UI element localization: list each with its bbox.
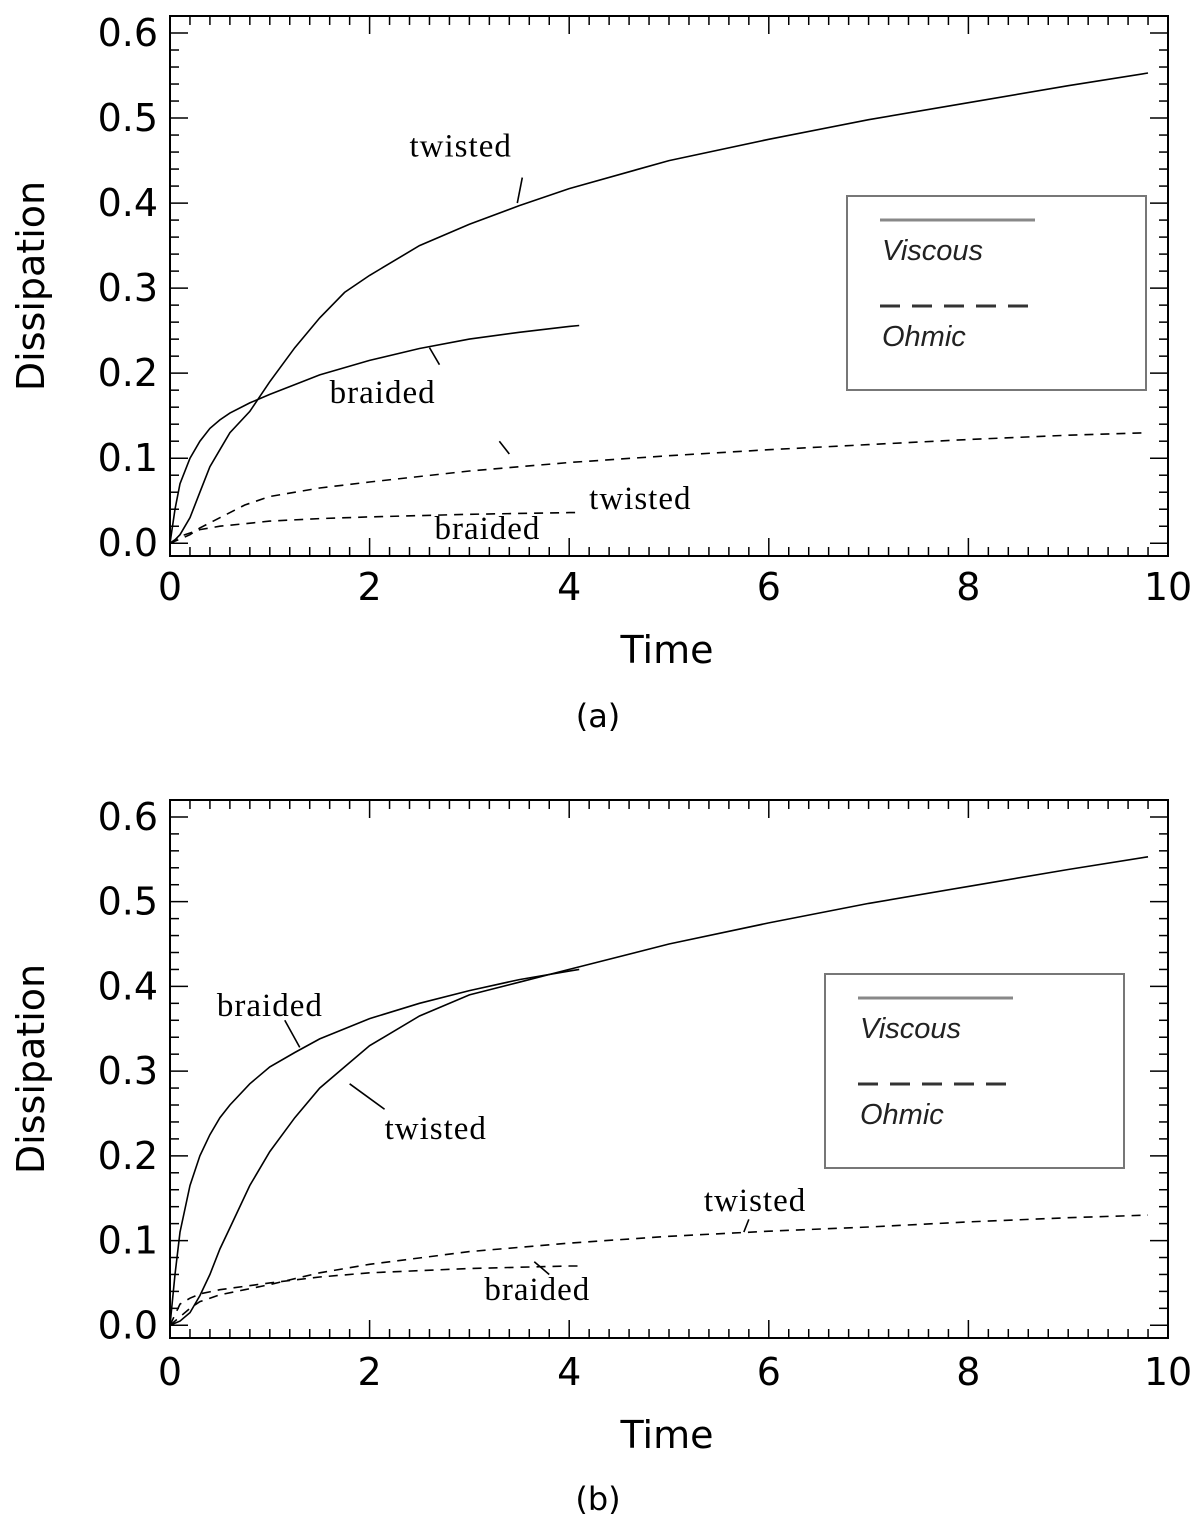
panel-caption: (a) (576, 697, 621, 735)
y-tick-label: 0.3 (98, 266, 158, 310)
x-axis-label: Time (620, 1413, 714, 1457)
series-line-dashed (170, 1265, 580, 1326)
curve-annotation: braided (330, 375, 436, 411)
x-tick-label: 8 (956, 565, 980, 609)
series-line-solid (170, 72, 1149, 544)
curve-annotation: twisted (704, 1183, 806, 1219)
annotation-leader-line (498, 440, 510, 455)
series-line-solid (170, 324, 580, 544)
annotation-leader-line (516, 177, 524, 204)
curve-annotation: twisted (410, 128, 512, 164)
y-tick-label: 0.0 (98, 1303, 158, 1347)
curve-annotation: braided (434, 511, 540, 547)
x-tick-label: 2 (358, 565, 382, 609)
annotation-leader-line (284, 1019, 301, 1048)
series-line-dashed (170, 511, 580, 544)
x-tick-label: 2 (358, 1350, 382, 1394)
y-tick-label: 0.5 (98, 96, 158, 140)
series-line-solid (170, 968, 580, 1326)
y-tick-label: 0.0 (98, 521, 158, 565)
y-tick-label: 0.4 (98, 964, 158, 1008)
x-tick-label: 4 (557, 1350, 581, 1394)
x-tick-label: 0 (158, 1350, 182, 1394)
annotation-leader-line (743, 1219, 750, 1233)
series-line-solid (170, 856, 1149, 1327)
series-line-dashed (170, 1214, 1149, 1326)
series-line-dashed (170, 431, 1149, 544)
y-tick-label: 0.1 (98, 1219, 158, 1263)
y-tick-label: 0.3 (98, 1049, 158, 1093)
x-axis-label: Time (620, 628, 714, 672)
x-tick-label: 0 (158, 565, 182, 609)
legend-label: Viscous (882, 235, 983, 267)
x-tick-label: 6 (757, 1350, 781, 1394)
y-tick-label: 0.4 (98, 181, 158, 225)
chart-panel-b: 0 2 4 6 8 10 0.0 0.1 0.2 0.3 0.4 0.5 0.6 Time Dissipat… (9, 795, 1192, 1518)
curve-annotation: braided (484, 1272, 590, 1308)
legend-label: Viscous (860, 1013, 961, 1045)
y-tick-label: 0.2 (98, 351, 158, 395)
chart-panel-a: 0 2 4 6 8 10 0.0 0.1 0.2 0.3 0.4 0.5 0.6 Time Dissipat… (9, 11, 1192, 735)
x-tick-label: 10 (1144, 565, 1192, 609)
y-tick-label: 0.1 (98, 436, 158, 480)
curve-annotation: twisted (589, 481, 691, 517)
annotation-leader-line (349, 1083, 386, 1110)
curve-annotation: braided (217, 988, 323, 1024)
panel-caption: (b) (575, 1480, 620, 1518)
y-axis-label: Dissipation (9, 181, 53, 391)
annotation-leader-line (533, 1261, 550, 1276)
annotation-leader-line (428, 347, 441, 366)
x-tick-label: 10 (1144, 1350, 1192, 1394)
x-tick-label: 6 (757, 565, 781, 609)
y-tick-label: 0.2 (98, 1134, 158, 1178)
y-tick-label: 0.6 (98, 795, 158, 839)
legend-label: Ohmic (882, 321, 966, 353)
y-tick-label: 0.6 (98, 11, 158, 55)
x-tick-label: 4 (557, 565, 581, 609)
legend-box (824, 973, 1125, 1169)
legend-box (846, 195, 1147, 391)
legend-label: Ohmic (860, 1099, 944, 1131)
curve-annotation: twisted (385, 1111, 487, 1147)
y-axis-label: Dissipation (9, 964, 53, 1174)
y-tick-label: 0.5 (98, 880, 158, 924)
x-tick-label: 8 (956, 1350, 980, 1394)
